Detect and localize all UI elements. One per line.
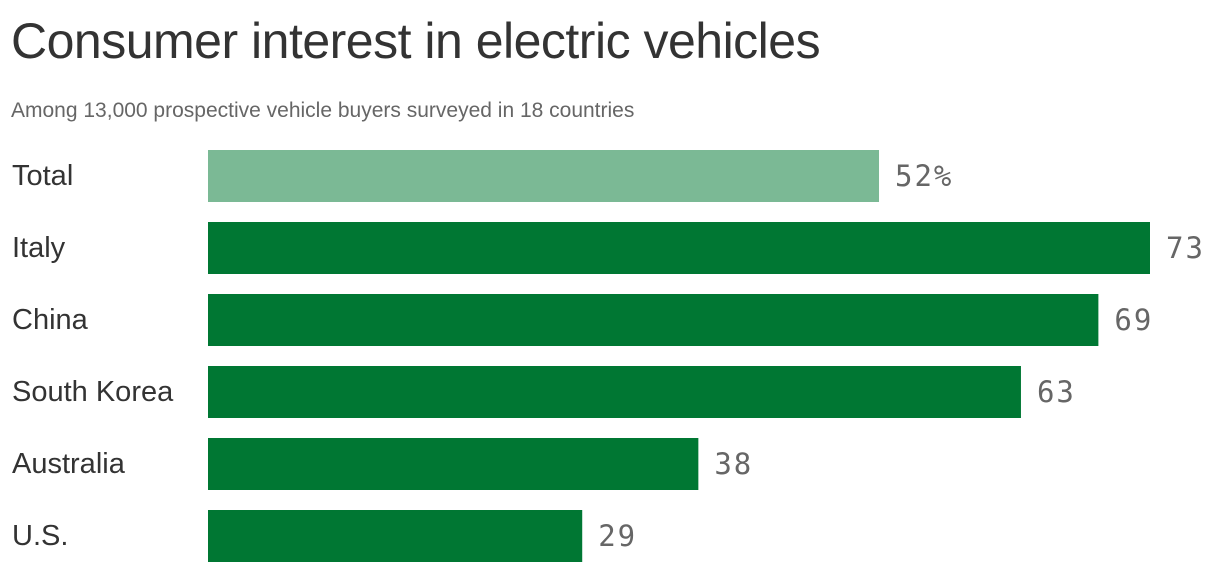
bar bbox=[208, 438, 699, 490]
value-label: 69 bbox=[1114, 303, 1153, 337]
category-label: Australia bbox=[12, 448, 126, 480]
bar bbox=[208, 366, 1021, 418]
chart-subtitle: Among 13,000 prospective vehicle buyers … bbox=[11, 99, 635, 122]
category-label: U.S. bbox=[12, 520, 68, 552]
value-label: 29 bbox=[598, 519, 637, 553]
bar bbox=[208, 150, 880, 202]
category-label: Italy bbox=[12, 232, 66, 264]
category-label: South Korea bbox=[12, 376, 174, 408]
value-label: 38 bbox=[714, 447, 753, 481]
value-label: 73 bbox=[1166, 231, 1205, 265]
bar bbox=[208, 294, 1099, 346]
bar bbox=[208, 510, 583, 562]
value-label: 52% bbox=[895, 159, 953, 193]
chart-title: Consumer interest in electric vehicles bbox=[11, 13, 821, 69]
category-label: China bbox=[12, 304, 89, 336]
category-label: Total bbox=[12, 160, 73, 192]
bar bbox=[208, 222, 1150, 274]
value-label: 63 bbox=[1037, 375, 1076, 409]
